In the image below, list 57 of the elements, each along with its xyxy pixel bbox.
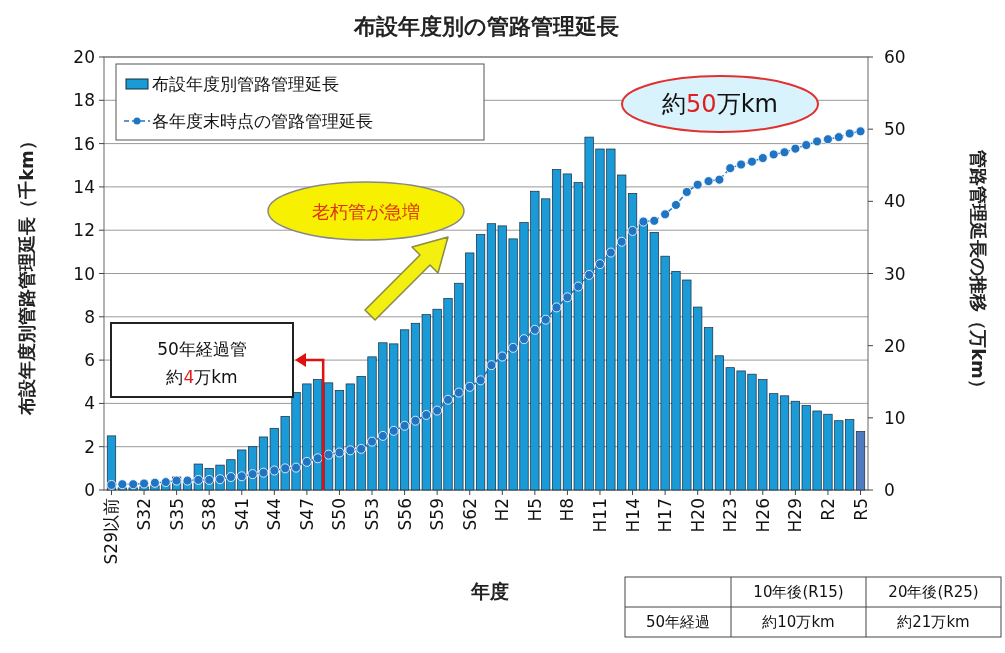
- y2-tick-label: 0: [884, 480, 895, 500]
- text: 約21万km: [897, 613, 970, 631]
- x-tick-label: R2: [817, 498, 838, 521]
- x-tick-label: H29: [785, 498, 806, 533]
- annotation: 約4万km: [166, 367, 238, 387]
- y2-tick-label: 30: [884, 263, 906, 284]
- x-tick-label: H26: [752, 498, 773, 533]
- y-axis-title: 布設年度別管路管理延長（千km）: [15, 132, 37, 416]
- y-tick-label: 14: [73, 176, 95, 197]
- y2-tick-label: 50: [884, 119, 906, 140]
- chart-title: 布設年度別の管路管理延長: [352, 14, 619, 39]
- text: 50年経過: [645, 613, 711, 631]
- y-tick-label: 6: [84, 350, 95, 371]
- x-tick-label: S44: [264, 498, 285, 531]
- legend-label: 布設年度別管路管理延長: [152, 74, 339, 94]
- x-tick-label: S47: [296, 498, 317, 531]
- x-tick-label: H8: [557, 498, 578, 522]
- y-tick-label: 12: [73, 220, 95, 241]
- x-tick-label: S59: [427, 498, 448, 531]
- x-tick-label: H20: [687, 498, 708, 533]
- x-tick-label: H5: [524, 498, 545, 522]
- y2-axis-title: 管路管理延長の推移（万km）: [967, 149, 989, 397]
- x-tick-label: S53: [362, 498, 383, 531]
- x-tick-label: H11: [589, 498, 610, 533]
- y-tick-label: 20: [73, 47, 95, 67]
- annotation: 約50万km: [662, 90, 778, 118]
- x-tick-label: S29以前: [101, 498, 122, 565]
- x-axis-title: 年度: [470, 580, 509, 602]
- x-tick-label: H2: [492, 498, 513, 522]
- x-tick-label: S50: [329, 498, 350, 531]
- x-tick-label: S56: [394, 498, 415, 531]
- y2-tick-label: 10: [884, 407, 906, 428]
- y-tick-label: 4: [84, 393, 95, 414]
- text: 10年後(R15): [753, 583, 844, 601]
- text: 約10万km: [762, 613, 835, 631]
- legend-label: 各年度末時点の管路管理延長: [152, 111, 373, 131]
- text: 20年後(R25): [888, 583, 979, 601]
- y2-tick-label: 40: [884, 191, 906, 212]
- x-tick-label: R5: [850, 498, 871, 521]
- y-tick-label: 8: [84, 306, 95, 327]
- x-tick-label: H14: [622, 498, 643, 533]
- y-tick-label: 18: [73, 90, 95, 111]
- y2-tick-label: 20: [884, 335, 906, 356]
- annotation: 50年経過管: [157, 339, 247, 359]
- y-tick-label: 10: [73, 263, 95, 284]
- x-tick-label: S38: [199, 498, 220, 531]
- x-tick-label: S62: [459, 498, 480, 531]
- x-tick-label: S32: [134, 498, 155, 531]
- x-tick-label: S41: [231, 498, 252, 531]
- x-tick-label: H17: [655, 498, 676, 533]
- y-tick-label: 2: [84, 436, 95, 457]
- annotation: 老朽管が急増: [312, 200, 420, 222]
- x-tick-label: H23: [720, 498, 741, 533]
- y-tick-label: 0: [84, 480, 95, 500]
- y-tick-label: 16: [73, 133, 95, 154]
- y2-tick-label: 60: [884, 47, 906, 67]
- x-tick-label: S35: [166, 498, 187, 531]
